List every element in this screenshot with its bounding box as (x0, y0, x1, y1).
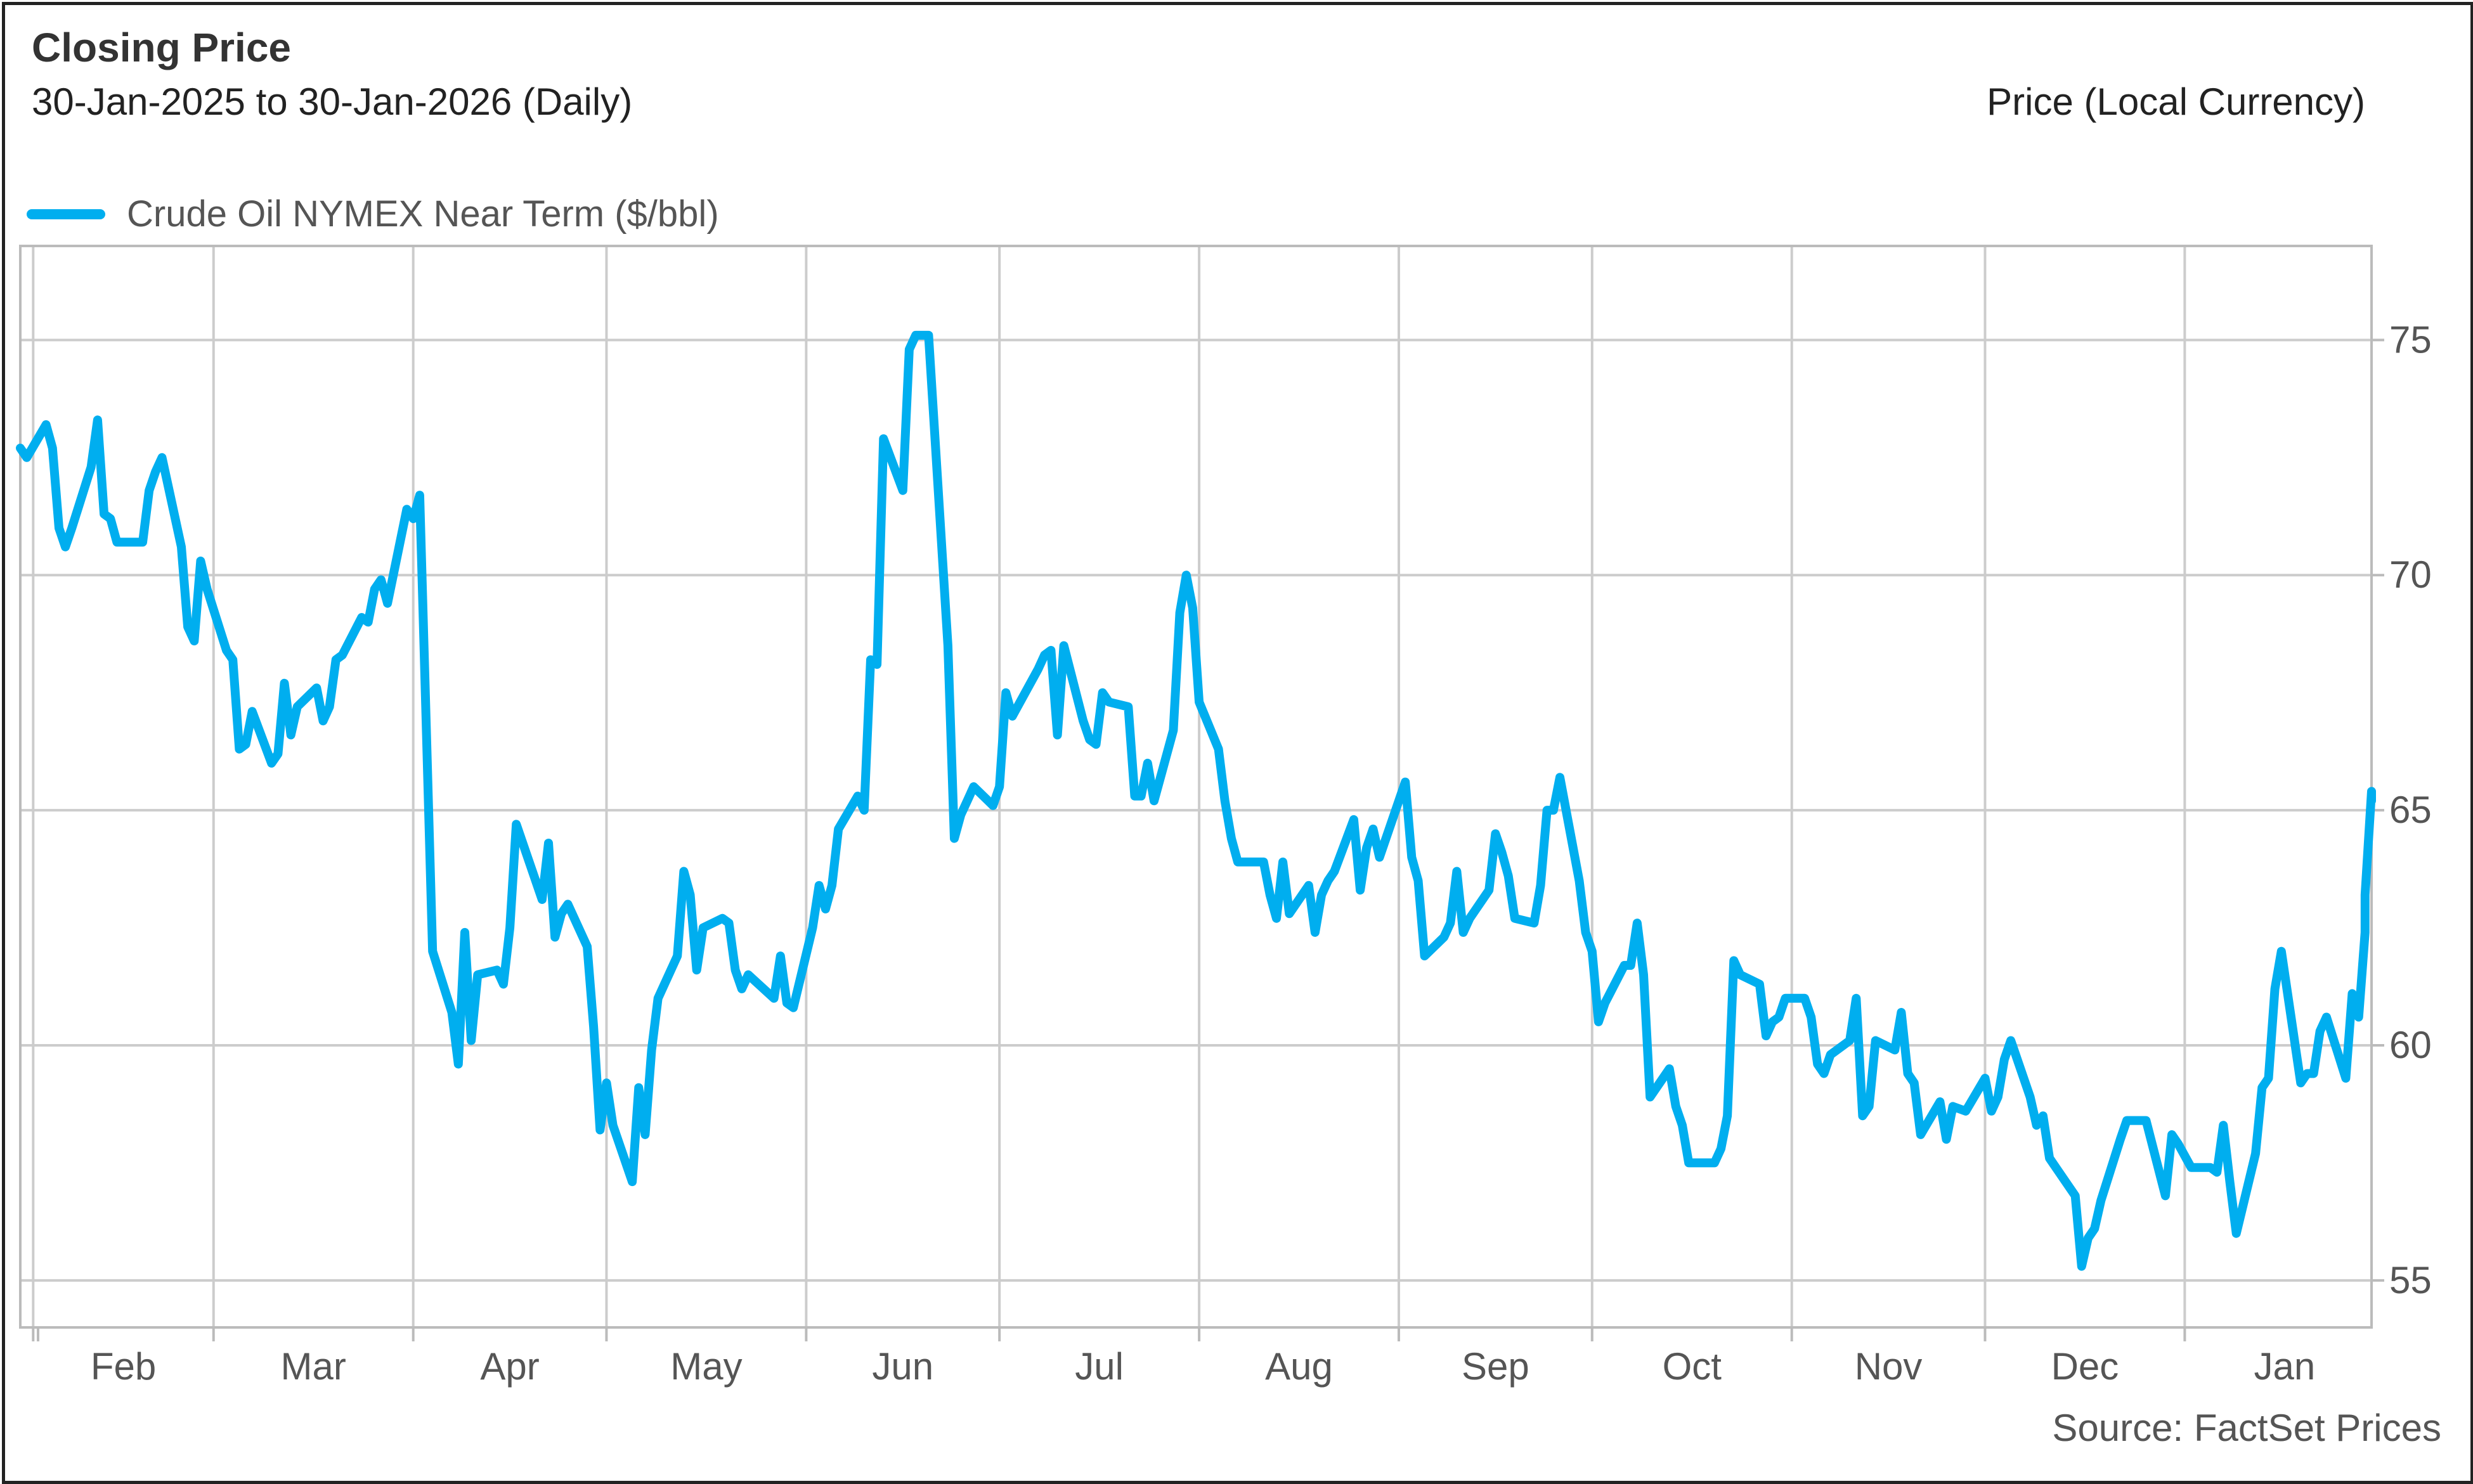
gridlines (20, 246, 2372, 1327)
plot-area-border (19, 245, 2373, 1329)
x-tick-label: Oct (1663, 1345, 1722, 1388)
x-tick-label: Feb (91, 1345, 156, 1388)
series-layer (16, 330, 2376, 1271)
x-tick-label: Jun (872, 1345, 933, 1388)
x-tick-label: Aug (1265, 1345, 1333, 1388)
legend-series-label: Crude Oil NYMEX Near Term ($/bbl) (127, 193, 719, 235)
y-tick-label: 70 (2389, 553, 2432, 596)
y-axis-title: Price (Local Currency) (1987, 81, 2365, 123)
y-tick-label: 55 (2389, 1259, 2432, 1301)
chart-subtitle: 30-Jan-2025 to 30-Jan-2026 (Daily) (32, 81, 633, 123)
source-note: Source: FactSet Prices (2052, 1407, 2441, 1449)
legend-series-swatch (27, 209, 105, 219)
x-tick-label: Mar (281, 1345, 346, 1388)
x-tick-label: Jan (2254, 1345, 2315, 1388)
x-tick-label: Sep (1462, 1345, 1529, 1388)
legend[interactable]: Crude Oil NYMEX Near Term ($/bbl) (27, 193, 719, 235)
y-tick-label: 65 (2389, 789, 2432, 831)
series-line-0 (16, 330, 2376, 1271)
chart-title: Closing Price (32, 25, 291, 70)
x-tick-label: May (670, 1345, 742, 1388)
y-tick-label: 75 (2389, 318, 2432, 361)
y-tick-label: 60 (2389, 1024, 2432, 1066)
x-tick-label: Nov (1855, 1345, 1923, 1388)
x-tick-label: Jul (1075, 1345, 1124, 1388)
x-tick-label: Apr (480, 1345, 539, 1388)
x-tick-label: Dec (2051, 1345, 2119, 1388)
axes: 55 60 65 70 75 Feb Mar Apr May Jun Jul Aug Sep Oct Nov… (19, 245, 2432, 1388)
